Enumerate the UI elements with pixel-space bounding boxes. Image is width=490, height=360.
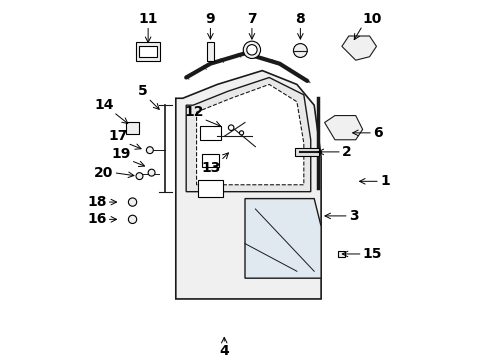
PathPatch shape [342,36,376,60]
Circle shape [243,41,261,58]
Text: 4: 4 [220,344,229,358]
Bar [207,42,214,61]
Text: 10: 10 [363,12,382,26]
Bar [125,122,140,134]
Text: 11: 11 [138,12,158,26]
Circle shape [128,215,137,224]
Text: 18: 18 [87,195,107,209]
Text: 20: 20 [94,166,114,180]
Bar [198,180,222,197]
Text: 15: 15 [363,247,382,261]
Text: 12: 12 [184,105,203,119]
PathPatch shape [196,85,304,185]
Text: 8: 8 [295,12,305,26]
PathPatch shape [176,71,321,299]
PathPatch shape [324,116,363,140]
Text: 19: 19 [111,147,131,161]
Bar [136,42,160,61]
Text: 16: 16 [87,212,107,226]
Circle shape [294,44,307,58]
PathPatch shape [186,77,311,192]
Text: 13: 13 [201,161,221,175]
Circle shape [228,125,234,130]
Text: 7: 7 [247,12,257,26]
Text: 1: 1 [380,174,390,188]
Text: 5: 5 [138,84,148,98]
Bar [202,154,219,167]
Bar [295,148,319,156]
Bar [200,126,221,140]
Text: 17: 17 [108,129,127,143]
Circle shape [247,45,257,55]
Text: 3: 3 [349,209,358,223]
Bar [140,46,157,57]
Circle shape [136,173,143,180]
Circle shape [128,198,137,206]
Circle shape [240,131,244,135]
Text: 2: 2 [342,145,352,159]
Bar [339,251,345,257]
Circle shape [147,147,153,154]
Text: 6: 6 [373,126,383,140]
Circle shape [148,169,155,176]
Text: 9: 9 [206,12,215,26]
PathPatch shape [245,199,321,278]
Text: 14: 14 [94,98,114,112]
